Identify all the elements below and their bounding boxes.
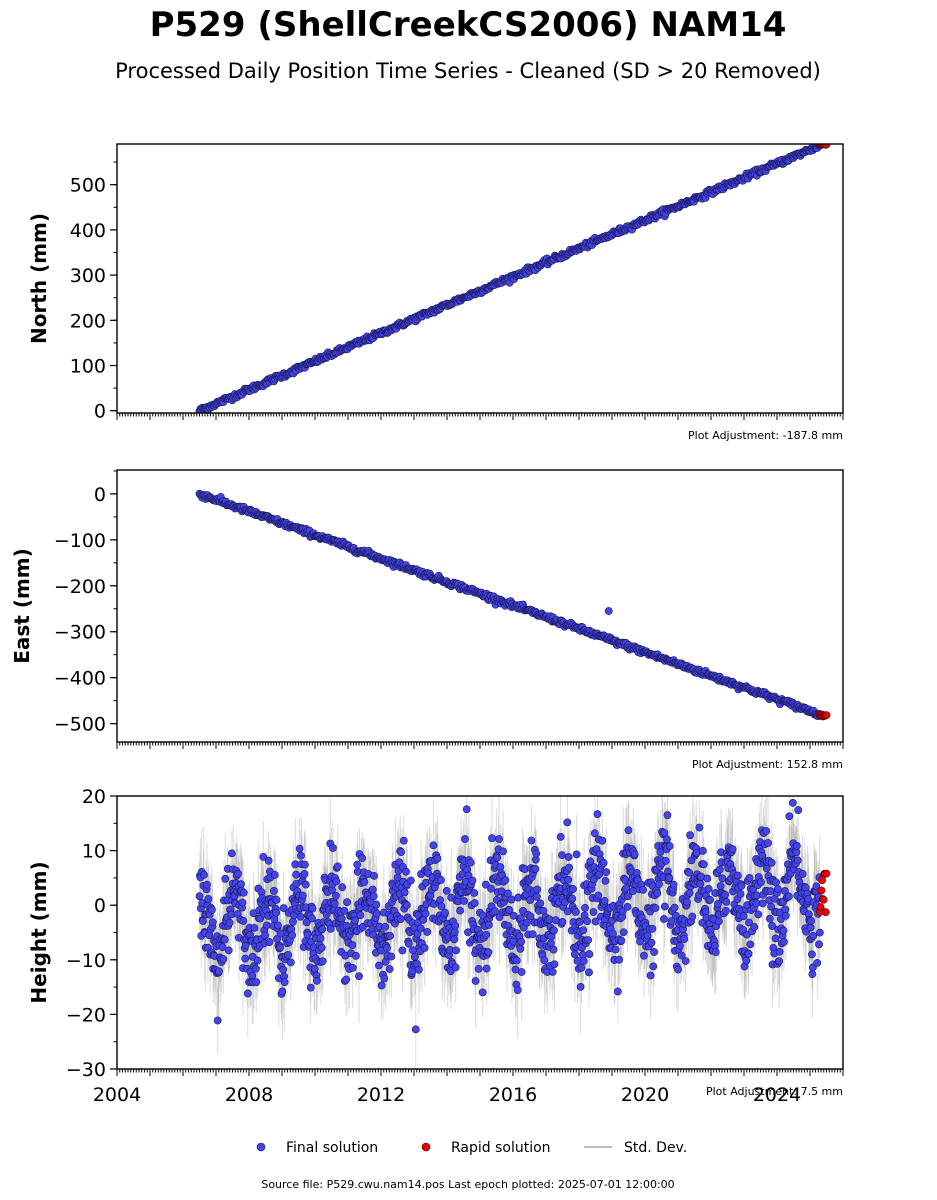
chart-title: P529 (ShellCreekCS2006) NAM14 xyxy=(150,5,787,45)
final-point xyxy=(215,967,223,976)
rapid-point xyxy=(822,711,831,720)
panel-2: 0 −100 −200 −300 −400 −500 East (mm) Plot Adjus… xyxy=(10,469,844,771)
final-point xyxy=(204,895,213,903)
final-point xyxy=(262,921,271,930)
y-axis-label: East (mm) xyxy=(10,548,34,664)
y-tick-label: 100 xyxy=(70,356,106,378)
panels: 0 100 200 300 400 500 North (mm) Plot Adjustmen… xyxy=(10,143,844,1106)
plot-frame xyxy=(116,469,844,743)
y-tick-label: 500 xyxy=(70,175,106,197)
final-point xyxy=(250,923,259,932)
final-point xyxy=(259,852,268,861)
final-point xyxy=(221,874,230,883)
y-tick-label: 200 xyxy=(70,310,106,332)
y-tick-label: −500 xyxy=(54,714,106,736)
rapid-solution-points xyxy=(816,710,831,721)
final-point xyxy=(224,946,233,955)
plot-area xyxy=(195,489,831,721)
y-tick-label: 0 xyxy=(94,401,106,423)
y-tick-label: −400 xyxy=(54,668,106,690)
final-point xyxy=(238,898,247,907)
panel-1: 0 100 200 300 400 500 North (mm) Plot Adjustmen… xyxy=(27,143,844,442)
final-point xyxy=(227,849,236,858)
final-point xyxy=(252,978,261,987)
final-point-outlier xyxy=(604,607,613,615)
final-point xyxy=(241,954,250,963)
final-point xyxy=(225,918,234,927)
final-point xyxy=(234,869,242,878)
y-tick-label: −300 xyxy=(54,622,106,644)
plot-adjustment-note: Plot Adjustment: -187.8 mm xyxy=(688,429,843,442)
x-axis-ticks xyxy=(116,413,844,420)
y-tick-label: 0 xyxy=(94,484,106,506)
y-tick-label: −200 xyxy=(54,576,106,598)
final-point xyxy=(195,892,204,901)
final-solution-points xyxy=(195,798,824,1034)
final-point xyxy=(248,971,257,980)
final-point xyxy=(208,918,217,927)
y-tick-label: 300 xyxy=(70,265,106,287)
final-point xyxy=(218,943,227,952)
final-point xyxy=(243,989,252,998)
y-tick-label: 400 xyxy=(70,220,106,242)
plot-area xyxy=(195,796,831,1069)
final-point xyxy=(200,870,208,879)
final-point xyxy=(251,964,260,973)
final-point xyxy=(203,880,211,889)
final-point xyxy=(213,1016,222,1025)
final-solution-points xyxy=(195,489,824,720)
final-point xyxy=(265,938,274,946)
plot-adjustment-note: Plot Adjustment: 152.8 mm xyxy=(692,758,843,771)
y-tick-label: −100 xyxy=(54,530,106,552)
y-axis-label: North (mm) xyxy=(27,213,51,344)
final-point xyxy=(237,880,246,889)
final-point xyxy=(264,856,273,865)
final-point xyxy=(239,888,248,897)
x-axis-ticks xyxy=(116,742,844,749)
final-point xyxy=(219,955,228,963)
final-point xyxy=(220,935,229,944)
final-solution-points xyxy=(195,144,824,413)
final-point xyxy=(261,931,269,940)
plot-area xyxy=(195,144,831,413)
y-axis: 0 100 200 300 400 500 xyxy=(70,161,117,423)
final-point xyxy=(253,956,262,965)
y-axis: 0 −100 −200 −300 −400 −500 xyxy=(54,470,117,736)
chart-subtitle: Processed Daily Position Time Series - C… xyxy=(115,59,821,83)
final-point xyxy=(199,917,207,925)
final-point xyxy=(239,917,248,925)
final-point xyxy=(208,905,216,914)
